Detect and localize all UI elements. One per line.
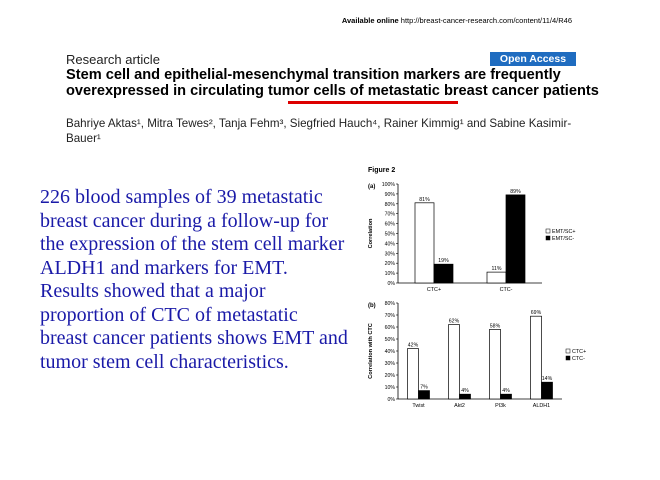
data-label: 62% bbox=[449, 319, 460, 325]
panel-label-b: (b) bbox=[368, 303, 376, 309]
x-tick-label: Twist bbox=[412, 403, 425, 409]
y-tick-label: 30% bbox=[385, 251, 396, 257]
bar-EMT/SC--CTC- bbox=[505, 194, 526, 284]
y-tick-label: 10% bbox=[385, 271, 396, 277]
y-axis-title-b: Correlation with CTC bbox=[368, 323, 374, 379]
available-label: Available online bbox=[341, 16, 399, 25]
data-label: 89% bbox=[510, 189, 521, 195]
y-tick-label: 0% bbox=[388, 281, 396, 287]
y-tick-label: 40% bbox=[385, 241, 396, 247]
bar-EMT/SC--CTC+ bbox=[433, 263, 454, 284]
legend-swatch-CTC- bbox=[565, 355, 571, 361]
article-url[interactable]: http://breast-cancer-research.com/conten… bbox=[400, 16, 572, 25]
open-access-badge: Open Access bbox=[490, 52, 576, 66]
bar-EMT/SC+-CTC- bbox=[486, 271, 507, 284]
data-label: 4% bbox=[502, 388, 510, 394]
legend-label-CTC-: CTC- bbox=[572, 356, 585, 362]
data-label: 58% bbox=[490, 323, 501, 329]
summary-paragraph-1: 226 blood samples of 39 metastatic breas… bbox=[40, 186, 345, 279]
chart-panel-a: (a) 0% 10% 20% 30% 40% 50% 60% 70% 80% 90% 100% Corr… bbox=[368, 182, 576, 293]
legend-swatch-CTC+ bbox=[565, 348, 571, 354]
panel-label-a: (a) bbox=[368, 184, 375, 190]
y-tick-label: 20% bbox=[385, 373, 396, 379]
y-tick-label: 70% bbox=[385, 313, 396, 319]
y-tick-label: 20% bbox=[385, 261, 396, 267]
x-tick-label: CTC+ bbox=[427, 287, 441, 293]
bar-CTC--PI3k bbox=[500, 393, 512, 400]
data-label: 69% bbox=[531, 310, 542, 316]
y-tick-label: 80% bbox=[385, 301, 396, 307]
title-highlight-underline bbox=[288, 101, 458, 104]
article-title: Stem cell and epithelial-mesenchymal tra… bbox=[66, 67, 599, 99]
article-authors: Bahriye Aktas¹, Mitra Tewes², Tanja Fehm… bbox=[66, 117, 572, 145]
legend-swatch-EMT/SC+ bbox=[545, 228, 551, 234]
y-tick-label: 0% bbox=[388, 397, 396, 403]
data-label: 81% bbox=[419, 197, 430, 203]
y-tick-label: 30% bbox=[385, 361, 396, 367]
y-tick-label: 10% bbox=[385, 385, 396, 391]
data-label: 42% bbox=[408, 343, 419, 349]
data-label: 4% bbox=[461, 388, 469, 394]
data-label: 14% bbox=[542, 376, 553, 382]
summary-text: 226 blood samples of 39 metastatic breas… bbox=[40, 186, 350, 374]
bar-CTC--Akt2 bbox=[459, 393, 471, 400]
legend-swatch-EMT/SC- bbox=[545, 235, 551, 241]
y-tick-label: 60% bbox=[385, 325, 396, 331]
figure-label: Figure 2 bbox=[368, 167, 395, 174]
bar-CTC+-Twist bbox=[407, 348, 419, 400]
data-label: 7% bbox=[420, 385, 428, 391]
legend-label-CTC+: CTC+ bbox=[572, 349, 586, 355]
y-tick-label: 40% bbox=[385, 349, 396, 355]
figure-2: Figure 2 (a) 0% 10% 20% 30% 40% 50% 60% 70% 80% 90… bbox=[368, 167, 586, 409]
bar-CTC+-Akt2 bbox=[448, 324, 460, 400]
summary-paragraph-2: Results showed that a major proportion o… bbox=[40, 280, 348, 373]
x-tick-label: PI3k bbox=[495, 403, 506, 409]
x-tick-label: CTC- bbox=[500, 287, 513, 293]
data-label: 19% bbox=[438, 258, 449, 264]
article-type: Research article bbox=[66, 52, 160, 67]
x-tick-label: ALDH1 bbox=[533, 403, 550, 409]
legend-label-EMT/SC+: EMT/SC+ bbox=[552, 229, 576, 235]
data-label: 11% bbox=[492, 266, 502, 272]
bar-EMT/SC+-CTC+ bbox=[414, 202, 435, 284]
y-tick-label: 70% bbox=[385, 212, 396, 218]
bar-CTC+-PI3k bbox=[489, 329, 501, 400]
availability-line: Available online http://breast-cancer-re… bbox=[342, 16, 572, 25]
legend-label-EMT/SC-: EMT/SC- bbox=[552, 236, 574, 242]
x-tick-label: Akt2 bbox=[454, 403, 465, 409]
y-axis-title-a: Correlation bbox=[368, 218, 374, 248]
bar-CTC+-ALDH1 bbox=[530, 315, 542, 400]
bar-CTC--ALDH1 bbox=[541, 381, 553, 400]
y-tick-label: 60% bbox=[385, 222, 396, 228]
chart-panel-b: (b) 0% 10% 20% 30% 40% 50% 60% 70% 80% Correlation… bbox=[368, 301, 586, 409]
y-tick-label: 80% bbox=[385, 202, 396, 208]
y-tick-label: 50% bbox=[385, 232, 396, 238]
bar-CTC--Twist bbox=[418, 390, 430, 400]
y-tick-label: 100% bbox=[382, 182, 396, 188]
y-tick-label: 50% bbox=[385, 337, 396, 343]
y-tick-label: 90% bbox=[385, 192, 396, 198]
